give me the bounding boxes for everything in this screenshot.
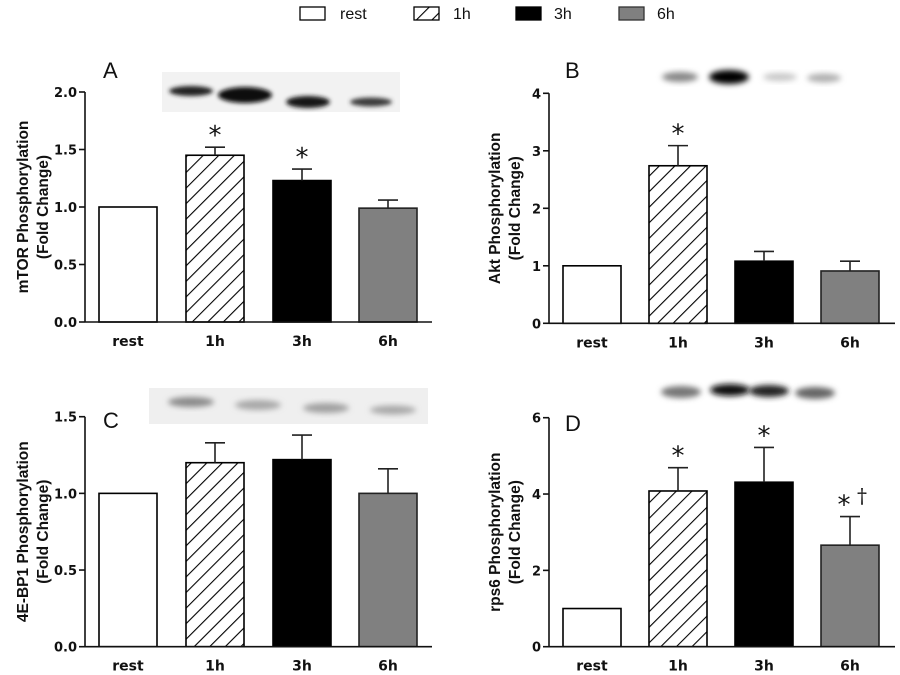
significance-asterisk: * [838, 491, 851, 521]
y-axis-title-line: mTOR Phosphorylation [15, 121, 32, 294]
blot-image-b [662, 70, 841, 84]
x-tick-label: rest [576, 335, 608, 351]
y-tick-label: 1.5 [54, 411, 77, 426]
significance-asterisk: * [758, 421, 771, 451]
bar-6h [358, 207, 418, 323]
significance-dagger: † [857, 484, 867, 508]
legend-swatch-3h [515, 6, 542, 21]
y-axis-title-line: 4E-BP1 Phosphorylation [15, 441, 32, 622]
x-tick-label: rest [576, 659, 608, 675]
x-tick-label: 1h [205, 659, 225, 675]
blot-image-a [162, 64, 400, 112]
x-tick-label: 6h [840, 335, 860, 351]
x-tick-label: rest [112, 334, 144, 350]
bar-rest [562, 264, 622, 325]
legend-swatch-6h [618, 6, 645, 21]
y-axis-title: mTOR Phosphorylation (Fold Change) [15, 121, 52, 294]
y-tick-label: 0.5 [54, 259, 77, 274]
panel-letter: B [565, 58, 580, 83]
y-tick-label: 6 [532, 412, 541, 427]
y-axis-title: 4E-BP1 Phosphorylation (Fold Change) [15, 441, 52, 622]
legend-item-6h: 6h [618, 6, 675, 23]
y-tick-label: 1.0 [54, 487, 77, 502]
legend-label-6h: 6h [657, 6, 675, 23]
bar-rest [98, 492, 158, 648]
y-tick-label: 0.0 [54, 316, 77, 331]
bar-rest [562, 607, 622, 648]
x-tick-label: 3h [292, 334, 312, 350]
y-tick-label: 1 [532, 260, 541, 275]
x-tick-label: 3h [754, 659, 774, 675]
panel-b: rest * 1h 3h 6h 0 1 2 3 4 Akt Phosphorylation (Fold… [487, 58, 895, 351]
panel-c: rest 1h 3h 6h0.00.51.01.54E-BP1 Phosphoryla… [15, 408, 432, 675]
legend-label-rest: rest [340, 6, 367, 23]
x-tick-label: 1h [668, 659, 688, 675]
y-axis-title-line: (Fold Change) [507, 156, 524, 260]
y-tick-label: 0 [532, 641, 541, 656]
y-axis-title-line: (Fold Change) [35, 480, 52, 584]
panel-letter: D [565, 411, 581, 436]
legend-item-1h: 1h [413, 6, 471, 23]
x-tick-label: 3h [292, 659, 312, 675]
y-tick-label: 0 [532, 317, 541, 332]
bar-1h [185, 461, 245, 648]
y-tick-label: 3 [532, 145, 541, 160]
legend-swatch-rest [299, 6, 326, 21]
significance-asterisk: * [672, 442, 685, 472]
legend-item-rest: rest [299, 6, 367, 23]
significance-asterisk: * [672, 120, 685, 150]
y-tick-label: 0.5 [54, 564, 77, 579]
bar-6h [820, 544, 880, 648]
blot-image-c [149, 388, 428, 424]
legend: rest 1h 3h 6h [299, 6, 675, 23]
y-tick-label: 0.0 [54, 641, 77, 656]
y-tick-label: 2 [532, 564, 541, 579]
x-tick-label: 1h [205, 334, 225, 350]
bar-6h [358, 492, 418, 648]
y-tick-label: 2 [532, 202, 541, 217]
y-tick-label: 1.0 [54, 201, 77, 216]
bar-3h [734, 481, 794, 648]
y-axis-title: Akt Phosphorylation (Fold Change) [487, 133, 524, 285]
panel-a: rest * 1h * 3h 6h 0.0 0.5 1.0 1.5 2.0 mTOR Phosphor… [15, 58, 432, 350]
legend-item-3h: 3h [515, 6, 572, 23]
y-tick-label: 4 [532, 87, 541, 102]
bar-6h [820, 270, 880, 325]
panel-letter: C [103, 408, 119, 433]
y-axis-title-line: (Fold Change) [35, 155, 52, 259]
panel-letter: A [103, 58, 118, 83]
legend-swatch-1h [413, 6, 440, 21]
bar-1h [185, 154, 245, 323]
x-tick-label: 1h [668, 335, 688, 351]
bar-1h [648, 164, 708, 325]
significance-asterisk: * [296, 143, 309, 173]
y-tick-label: 1.5 [54, 144, 77, 159]
x-tick-label: 6h [840, 659, 860, 675]
legend-label-3h: 3h [554, 6, 572, 23]
y-axis-title-line: (Fold Change) [507, 480, 524, 584]
bar-rest [98, 206, 158, 323]
x-tick-label: 3h [754, 335, 774, 351]
bar-1h [648, 490, 708, 648]
y-axis-title-line: rps6 Phosphorylation [487, 453, 504, 612]
bar-3h [272, 458, 332, 648]
significance-asterisk: * [209, 121, 222, 151]
y-tick-label: 4 [532, 488, 541, 503]
x-tick-label: rest [112, 659, 144, 675]
x-tick-label: 6h [378, 659, 398, 675]
y-axis-title: rps6 Phosphorylation (Fold Change) [487, 453, 524, 612]
y-tick-label: 2.0 [54, 86, 77, 101]
bar-3h [272, 179, 332, 323]
x-tick-label: 6h [378, 334, 398, 350]
blot-image-d [661, 384, 835, 399]
legend-label-1h: 1h [453, 6, 471, 23]
y-axis-title-line: Akt Phosphorylation [487, 133, 504, 285]
bar-3h [734, 260, 794, 325]
